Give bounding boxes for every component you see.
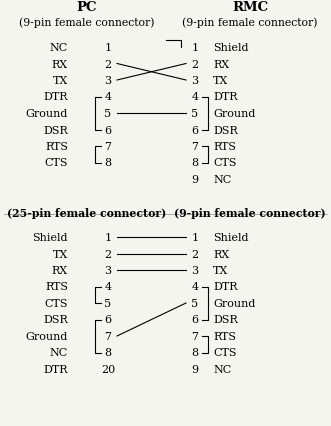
Text: 8: 8: [105, 348, 112, 358]
Text: (25-pin female connector): (25-pin female connector): [7, 207, 166, 219]
Text: TX: TX: [53, 249, 68, 259]
Text: Ground: Ground: [213, 298, 256, 308]
Text: Shield: Shield: [213, 233, 249, 242]
Text: 8: 8: [191, 158, 199, 168]
Text: DSR: DSR: [43, 315, 68, 325]
Text: 5: 5: [105, 298, 112, 308]
Text: 4: 4: [191, 92, 199, 102]
Text: DTR: DTR: [213, 282, 238, 292]
Text: 1: 1: [191, 233, 199, 242]
Text: DSR: DSR: [213, 125, 238, 135]
Text: RTS: RTS: [45, 282, 68, 292]
Text: 2: 2: [105, 59, 112, 69]
Text: RX: RX: [213, 59, 229, 69]
Text: TX: TX: [213, 265, 228, 275]
Text: Shield: Shield: [213, 43, 249, 53]
Text: 1: 1: [105, 233, 112, 242]
Text: 6: 6: [191, 315, 199, 325]
Text: 6: 6: [105, 315, 112, 325]
Text: 5: 5: [191, 298, 199, 308]
Text: 4: 4: [191, 282, 199, 292]
Text: 4: 4: [105, 92, 112, 102]
Text: (9-pin female connector): (9-pin female connector): [174, 207, 326, 219]
Text: 2: 2: [191, 249, 199, 259]
Text: 2: 2: [105, 249, 112, 259]
Text: DTR: DTR: [43, 364, 68, 374]
Text: 5: 5: [105, 109, 112, 119]
Text: PC: PC: [77, 1, 97, 14]
Text: 4: 4: [105, 282, 112, 292]
Text: RX: RX: [52, 59, 68, 69]
Text: 3: 3: [105, 76, 112, 86]
Text: NC: NC: [213, 364, 231, 374]
Text: 20: 20: [101, 364, 115, 374]
Text: 6: 6: [105, 125, 112, 135]
Text: 3: 3: [191, 265, 199, 275]
Text: NC: NC: [213, 175, 231, 184]
Text: DSR: DSR: [43, 125, 68, 135]
Text: 1: 1: [191, 43, 199, 53]
Text: Ground: Ground: [25, 109, 68, 119]
Text: RX: RX: [213, 249, 229, 259]
Text: Ground: Ground: [25, 331, 68, 341]
Text: CTS: CTS: [213, 348, 237, 358]
Text: RTS: RTS: [213, 331, 236, 341]
Text: DTR: DTR: [43, 92, 68, 102]
Text: (9-pin female connector): (9-pin female connector): [182, 17, 318, 28]
Text: 9: 9: [191, 364, 199, 374]
Text: 1: 1: [105, 43, 112, 53]
Text: 3: 3: [105, 265, 112, 275]
Text: RTS: RTS: [213, 142, 236, 152]
Text: 8: 8: [191, 348, 199, 358]
Text: 7: 7: [192, 142, 199, 152]
Text: 7: 7: [105, 142, 112, 152]
Text: DTR: DTR: [213, 92, 238, 102]
Text: (9-pin female connector): (9-pin female connector): [19, 17, 155, 28]
Text: 7: 7: [105, 331, 112, 341]
Text: CTS: CTS: [44, 298, 68, 308]
Text: 3: 3: [191, 76, 199, 86]
Text: NC: NC: [50, 348, 68, 358]
Text: 5: 5: [191, 109, 199, 119]
Text: TX: TX: [213, 76, 228, 86]
Text: NC: NC: [50, 43, 68, 53]
Text: TX: TX: [53, 76, 68, 86]
Text: RTS: RTS: [45, 142, 68, 152]
Text: 6: 6: [191, 125, 199, 135]
Text: 9: 9: [191, 175, 199, 184]
Text: RX: RX: [52, 265, 68, 275]
Text: 7: 7: [192, 331, 199, 341]
Text: CTS: CTS: [213, 158, 237, 168]
Text: Shield: Shield: [32, 233, 68, 242]
Text: 2: 2: [191, 59, 199, 69]
Text: DSR: DSR: [213, 315, 238, 325]
Text: 8: 8: [105, 158, 112, 168]
Text: RMC: RMC: [232, 1, 268, 14]
Text: Ground: Ground: [213, 109, 256, 119]
Text: CTS: CTS: [44, 158, 68, 168]
